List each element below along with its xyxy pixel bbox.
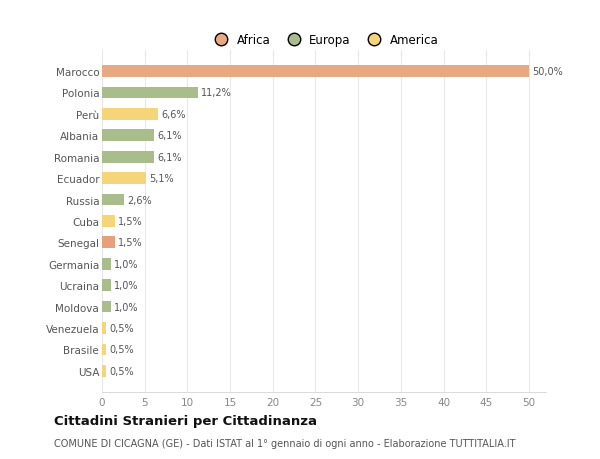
Bar [102,194,124,206]
Text: COMUNE DI CICAGNA (GE) - Dati ISTAT al 1° gennaio di ogni anno - Elaborazione TU: COMUNE DI CICAGNA (GE) - Dati ISTAT al 1… [54,438,515,448]
Bar [102,66,529,78]
Text: 6,6%: 6,6% [162,110,186,120]
Legend: Africa, Europa, America: Africa, Europa, America [205,29,443,51]
Bar [102,258,110,270]
Text: 50,0%: 50,0% [532,67,563,77]
Text: 2,6%: 2,6% [128,195,152,205]
Text: 0,5%: 0,5% [110,323,134,333]
Text: 6,1%: 6,1% [157,152,182,162]
Bar [102,322,106,334]
Text: 6,1%: 6,1% [157,131,182,141]
Bar [102,130,154,142]
Bar [102,173,146,185]
Text: 11,2%: 11,2% [201,88,232,98]
Text: 0,5%: 0,5% [110,366,134,376]
Bar [102,237,115,249]
Text: 1,5%: 1,5% [118,217,143,226]
Text: 1,0%: 1,0% [114,302,139,312]
Bar [102,344,106,356]
Bar [102,365,106,377]
Bar [102,151,154,163]
Text: 0,5%: 0,5% [110,345,134,355]
Text: 1,5%: 1,5% [118,238,143,248]
Text: 1,0%: 1,0% [114,259,139,269]
Bar [102,109,158,121]
Bar [102,216,115,227]
Bar [102,301,110,313]
Bar [102,280,110,291]
Text: 1,0%: 1,0% [114,280,139,291]
Bar [102,87,197,99]
Text: Cittadini Stranieri per Cittadinanza: Cittadini Stranieri per Cittadinanza [54,414,317,428]
Text: 5,1%: 5,1% [149,174,173,184]
